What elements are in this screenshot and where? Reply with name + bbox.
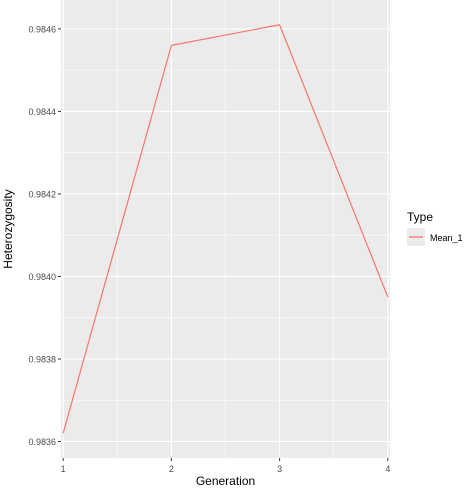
y-tick-label: 0.9836 — [28, 437, 56, 447]
major-gridlines — [61, 0, 390, 458]
y-tick-label: 0.9844 — [28, 107, 56, 117]
y-axis: 0.9836 0.9838 0.9840 0.9842 0.9844 0.9846 — [28, 24, 61, 447]
y-tick-label: 0.9838 — [28, 354, 56, 364]
series-line-Mean_1 — [62, 24, 389, 434]
x-tick-label: 3 — [277, 464, 282, 474]
legend: Type Mean_1 — [407, 210, 463, 246]
y-tick-label: 0.9840 — [28, 272, 56, 282]
y-tick-label: 0.9846 — [28, 24, 56, 34]
y-tick-label: 0.9842 — [28, 189, 56, 199]
legend-label: Mean_1 — [430, 233, 463, 243]
x-axis: 1 2 3 4 — [61, 458, 390, 474]
minor-gridlines — [61, 0, 390, 458]
legend-title: Type — [407, 210, 433, 224]
x-axis-label: Generation — [196, 474, 255, 488]
x-tick-label: 2 — [169, 464, 174, 474]
y-axis-label: Heterozygosity — [1, 189, 15, 268]
x-tick-label: 1 — [61, 464, 66, 474]
series-layer — [62, 24, 389, 434]
x-tick-label: 4 — [385, 464, 390, 474]
